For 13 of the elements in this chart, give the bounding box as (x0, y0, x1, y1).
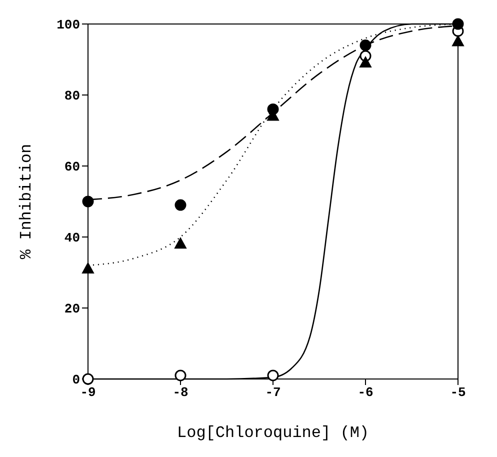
y-axis-title: % Inhibition (18, 144, 36, 260)
x-tick-label: -5 (450, 385, 466, 400)
x-tick-label: -6 (358, 385, 374, 400)
y-tick-label: 100 (56, 18, 80, 33)
y-tick-label: 0 (72, 372, 80, 388)
y-tick-label: 80 (64, 88, 80, 104)
y-tick-label: 20 (64, 302, 80, 317)
x-tick-label: -8 (172, 385, 188, 400)
y-tick-label: 40 (64, 230, 80, 246)
y-tick-label: 60 (64, 160, 80, 175)
x-tick-label: -7 (265, 385, 281, 400)
x-axis-title: Log[Chloroquine] (M) (176, 424, 370, 442)
x-tick-label: -9 (80, 385, 96, 400)
